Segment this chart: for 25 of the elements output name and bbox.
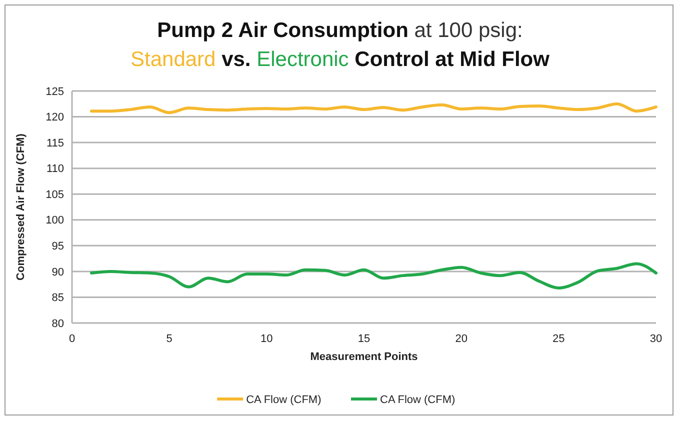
y-tick-label: 115 [46,137,64,150]
y-tick-label: 120 [46,112,64,124]
y-tick-label: 80 [52,318,64,330]
y-tick-label: 95 [52,240,64,253]
line-series [90,262,658,290]
x-tick-label: 20 [455,333,468,345]
line-series [90,102,658,114]
x-tick-label: 10 [260,333,273,345]
x-tick-label: 0 [68,333,76,345]
y-tick-label: 90 [52,266,64,278]
y-tick-label: 100 [46,214,64,227]
x-tick-label: 5 [166,333,172,345]
x-tick-label: 30 [650,333,662,345]
x-axis-title: Measurement Points [310,351,418,363]
legend-label: CA Flow (CFM) [246,394,322,406]
chart-subtitle: Standard vs. Electronic Control at Mid Flow [130,48,550,71]
x-tick-label: 25 [552,333,565,345]
y-tick-label: 85 [52,292,64,304]
y-axis-title: Compressed Air Flow (CFM) [15,133,27,280]
x-tick-label: 15 [358,333,370,345]
y-tick-label: 105 [46,188,64,201]
y-tick-label: 110 [46,163,64,176]
chart-title: Pump 2 Air Consumption at 100 psig: [157,19,523,42]
legend-label: CA Flow (CFM) [380,394,456,406]
y-tick-label: 125 [46,86,64,98]
